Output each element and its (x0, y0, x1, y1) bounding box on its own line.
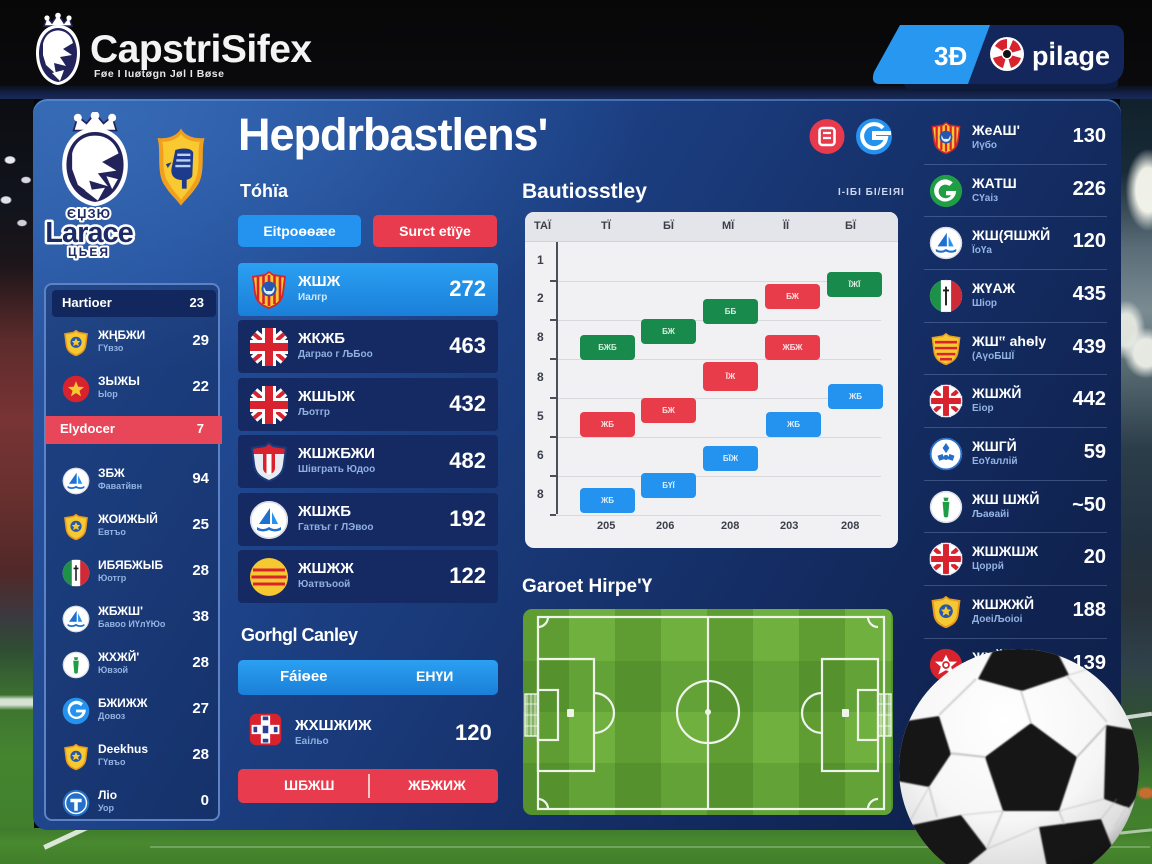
svg-text:Larace: Larace (45, 217, 133, 249)
svg-text:ЦЬЕЯ: ЦЬЕЯ (68, 245, 110, 259)
svg-text:pi̇lage: pi̇lage (1032, 41, 1110, 71)
svg-text:ЄЏЗЮ: ЄЏЗЮ (67, 206, 111, 221)
svg-text:3Ð: 3Ð (934, 41, 967, 71)
